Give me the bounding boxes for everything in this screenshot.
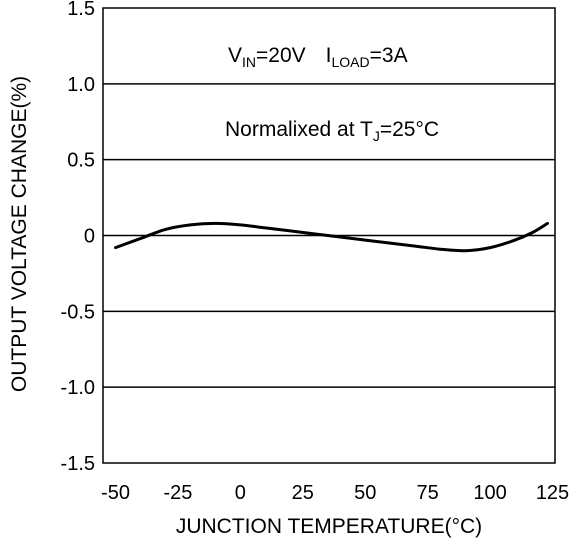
y-tick-label: 1.0 <box>67 74 95 96</box>
x-tick-label: -25 <box>163 482 192 504</box>
x-tick-label: 125 <box>536 482 569 504</box>
y-tick-label: -1.5 <box>61 453 95 475</box>
x-tick-labels: -50 -25 0 25 50 75 100 125 <box>101 482 569 504</box>
x-tick-label: -50 <box>101 482 130 504</box>
annotation-i: I <box>326 44 332 67</box>
annotation-norm-sub: J <box>373 128 380 144</box>
annotation-i-val: =3A <box>370 44 408 67</box>
y-axis-title: OUTPUT VOLTAGE CHANGE(%) <box>8 76 31 392</box>
y-tick-label: -0.5 <box>61 301 95 323</box>
y-tick-label: 0.5 <box>67 150 95 172</box>
annotation-norm-suffix: =25°C <box>380 118 439 141</box>
annotation-conditions: VIN=20V ILOAD=3A <box>228 44 408 70</box>
x-tick-label: 0 <box>235 482 246 504</box>
x-tick-label: 50 <box>354 482 376 504</box>
annotation-normalized: Normalixed at TJ=25°C <box>225 118 439 144</box>
annotation-i-sub: LOAD <box>332 54 370 70</box>
annotation-v: V <box>228 44 242 67</box>
x-tick-label: 100 <box>473 482 506 504</box>
x-tick-label: 75 <box>417 482 439 504</box>
y-tick-label: 1.5 <box>67 0 95 20</box>
y-tick-label: 0 <box>84 226 95 248</box>
series-line <box>114 221 549 253</box>
x-tick-label: 25 <box>292 482 314 504</box>
annotation-v-val: =20V <box>256 44 306 67</box>
annotation-norm-prefix: Normalixed at T <box>225 118 373 141</box>
y-tick-label: -1.0 <box>61 377 95 399</box>
x-axis-title: JUNCTION TEMPERATURE(°C) <box>176 515 482 538</box>
y-tick-labels: 1.5 1.0 0.5 0 -0.5 -1.0 -1.5 <box>61 0 95 475</box>
annotation-v-sub: IN <box>242 54 256 70</box>
